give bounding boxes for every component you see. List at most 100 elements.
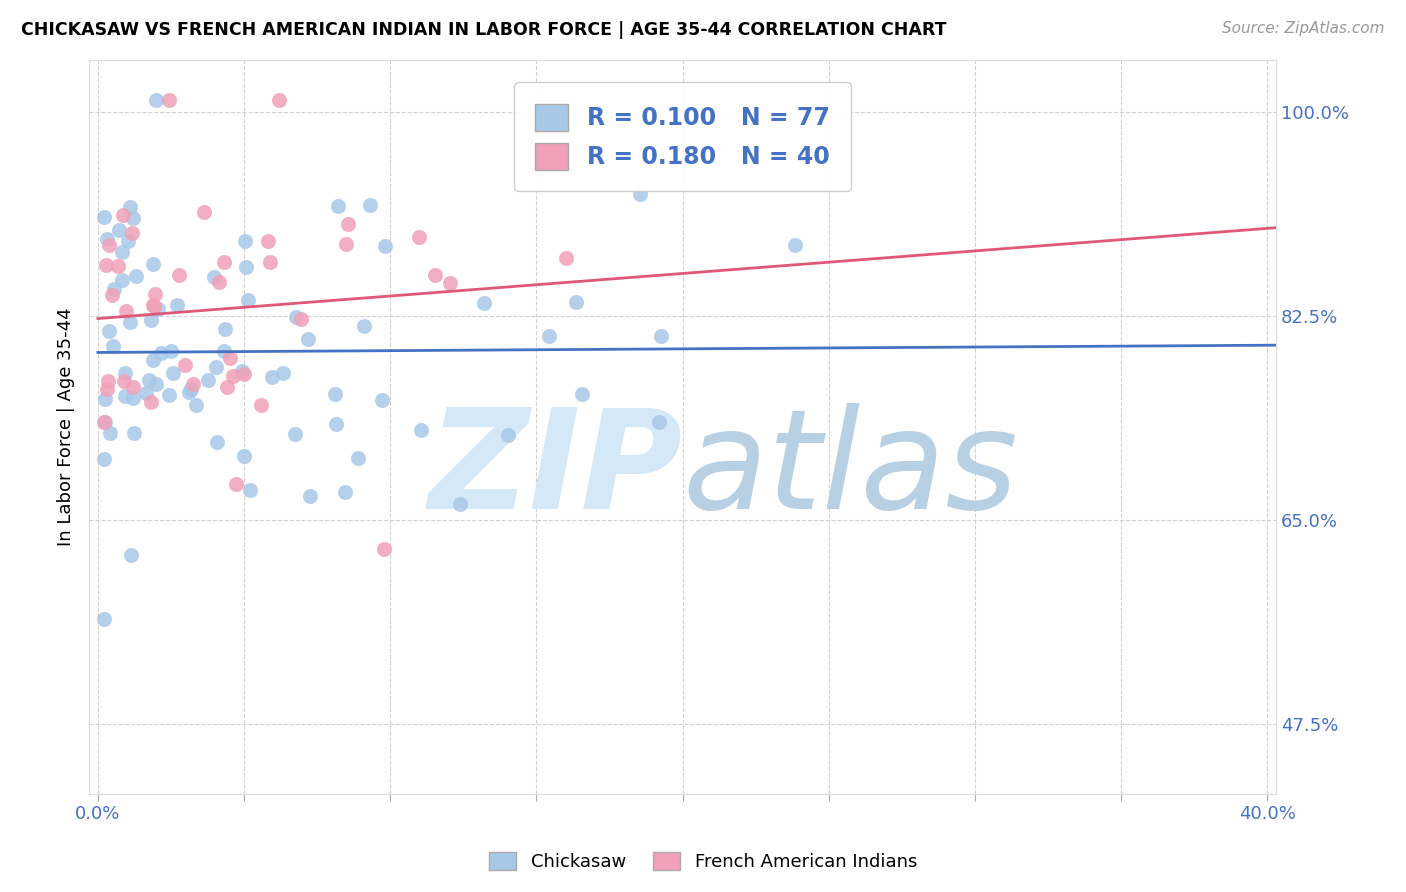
Point <box>326 199 349 213</box>
Point <box>93 415 115 429</box>
Point <box>423 268 446 283</box>
Point <box>298 489 321 503</box>
Point <box>555 252 578 266</box>
Point <box>233 367 256 381</box>
Point <box>142 257 165 271</box>
Point <box>335 237 357 252</box>
Point <box>121 227 143 241</box>
Point <box>135 386 157 401</box>
Point <box>157 388 180 402</box>
Point <box>628 186 651 201</box>
Point <box>96 258 118 272</box>
Point <box>167 268 190 282</box>
Point <box>347 450 370 465</box>
Point <box>449 498 471 512</box>
Point <box>233 449 256 463</box>
Point <box>648 415 671 429</box>
Point <box>120 200 142 214</box>
Point <box>411 423 433 437</box>
Point <box>233 234 256 248</box>
Point <box>239 483 262 497</box>
Point <box>439 276 461 290</box>
Point <box>537 329 560 343</box>
Point <box>96 382 118 396</box>
Text: Source: ZipAtlas.com: Source: ZipAtlas.com <box>1222 21 1385 36</box>
Point <box>212 344 235 359</box>
Point <box>94 392 117 406</box>
Point <box>114 366 136 380</box>
Point <box>162 367 184 381</box>
Point <box>112 374 135 388</box>
Point <box>180 382 202 396</box>
Point <box>96 232 118 246</box>
Point <box>145 94 167 108</box>
Point <box>181 377 204 392</box>
Legend: Chickasaw, French American Indians: Chickasaw, French American Indians <box>482 845 924 879</box>
Point <box>205 360 228 375</box>
Point <box>157 94 180 108</box>
Point <box>122 391 145 405</box>
Point <box>259 255 281 269</box>
Point <box>97 324 120 338</box>
Point <box>250 398 273 412</box>
Point <box>93 211 115 225</box>
Point <box>571 387 593 401</box>
Point <box>145 377 167 392</box>
Point <box>141 394 163 409</box>
Point <box>193 205 215 219</box>
Point <box>202 270 225 285</box>
Point <box>166 298 188 312</box>
Point <box>184 398 207 412</box>
Point <box>325 417 347 432</box>
Legend: R = 0.100   N = 77, R = 0.180   N = 40: R = 0.100 N = 77, R = 0.180 N = 40 <box>513 82 851 191</box>
Point <box>222 369 245 384</box>
Y-axis label: In Labor Force | Age 35-44: In Labor Force | Age 35-44 <box>58 308 75 546</box>
Point <box>94 415 117 429</box>
Point <box>238 293 260 307</box>
Point <box>101 339 124 353</box>
Point <box>146 301 169 316</box>
Point <box>111 245 134 260</box>
Point <box>103 282 125 296</box>
Point <box>370 392 392 407</box>
Point <box>177 384 200 399</box>
Point <box>98 425 121 440</box>
Point <box>93 452 115 467</box>
Point <box>565 294 588 309</box>
Point <box>120 315 142 329</box>
Point <box>114 389 136 403</box>
Point <box>374 239 396 253</box>
Point <box>111 208 134 222</box>
Point <box>122 380 145 394</box>
Point <box>139 313 162 327</box>
Point <box>142 298 165 312</box>
Point <box>197 373 219 387</box>
Point <box>219 351 242 365</box>
Point <box>111 272 134 286</box>
Point <box>107 222 129 236</box>
Point <box>143 287 166 301</box>
Point <box>269 94 291 108</box>
Point <box>225 477 247 491</box>
Point <box>117 234 139 248</box>
Text: atlas: atlas <box>682 403 1018 538</box>
Point <box>373 541 395 556</box>
Point <box>353 319 375 334</box>
Point <box>122 426 145 441</box>
Text: CHICKASAW VS FRENCH AMERICAN INDIAN IN LABOR FORCE | AGE 35-44 CORRELATION CHART: CHICKASAW VS FRENCH AMERICAN INDIAN IN L… <box>21 21 946 38</box>
Point <box>235 260 257 274</box>
Point <box>150 346 173 360</box>
Point <box>215 380 238 394</box>
Point <box>122 211 145 225</box>
Point <box>284 310 307 325</box>
Point <box>120 549 142 563</box>
Point <box>107 259 129 273</box>
Point <box>290 312 312 326</box>
Point <box>100 288 122 302</box>
Point <box>496 427 519 442</box>
Point <box>114 304 136 318</box>
Point <box>160 344 183 359</box>
Point <box>97 374 120 388</box>
Point <box>98 237 121 252</box>
Point <box>143 300 166 314</box>
